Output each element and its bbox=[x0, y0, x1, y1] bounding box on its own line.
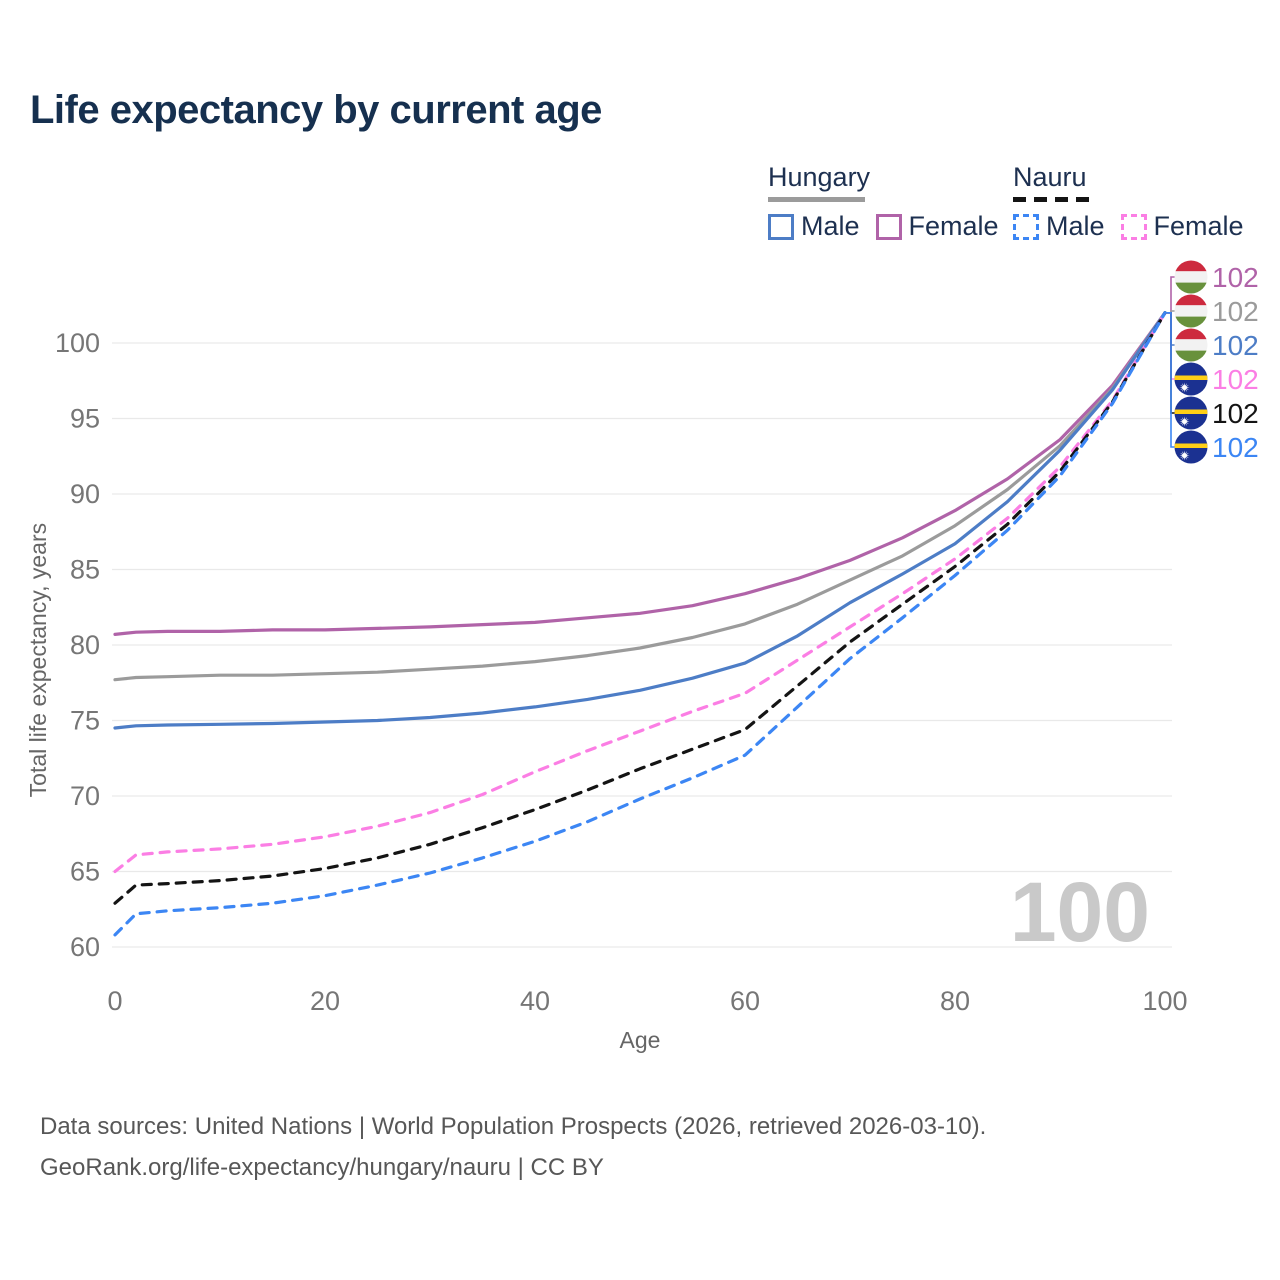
legend-item-nauru-male[interactable]: Male bbox=[1013, 211, 1105, 242]
hungary-flag-icon bbox=[1174, 260, 1208, 294]
svg-text:40: 40 bbox=[520, 986, 550, 1016]
hungary-flag-icon bbox=[1174, 328, 1208, 362]
y-axis-tick-labels: 60 65 70 75 80 85 90 95 100 bbox=[55, 328, 100, 962]
x-axis-title: Age bbox=[620, 1027, 661, 1053]
legend-item-label: Male bbox=[1046, 211, 1105, 241]
legend-item-nauru-female[interactable]: Female bbox=[1120, 211, 1244, 242]
legend-item-label: Female bbox=[1153, 211, 1244, 241]
legend-item-hungary-female[interactable]: Female bbox=[875, 211, 999, 242]
page-title: Life expectancy by current age bbox=[30, 88, 602, 132]
line-nauru-male bbox=[113, 311, 1167, 937]
nauru-flag-icon bbox=[1174, 362, 1208, 396]
line-hungary-male bbox=[113, 311, 1167, 730]
hover-age-watermark: 100 bbox=[1010, 865, 1150, 959]
line-hungary-female bbox=[113, 311, 1167, 636]
end-value-nauru-female: 102 bbox=[1212, 364, 1259, 395]
nauru-female-swatch-icon bbox=[1120, 213, 1147, 240]
hungary-flag-icon bbox=[1174, 294, 1208, 328]
series-lines bbox=[113, 311, 1167, 937]
svg-text:85: 85 bbox=[70, 555, 100, 585]
svg-text:60: 60 bbox=[70, 932, 100, 962]
nauru-flag-icon bbox=[1174, 396, 1208, 430]
end-value-nauru-both-sexes: 102 bbox=[1212, 398, 1259, 429]
line-hungary-both-sexes bbox=[113, 311, 1167, 682]
legend-underline-solid bbox=[768, 197, 865, 202]
svg-text:95: 95 bbox=[70, 404, 100, 434]
end-value-hungary-female: 102 bbox=[1212, 262, 1259, 293]
legend-group-hungary: Hungary Male Female bbox=[768, 162, 999, 242]
gridlines bbox=[112, 342, 1172, 948]
legend-group-nauru: Nauru Male Female bbox=[1013, 162, 1244, 242]
legend-country-name: Nauru bbox=[1013, 162, 1087, 192]
svg-text:0: 0 bbox=[107, 986, 122, 1016]
svg-text:100: 100 bbox=[1142, 986, 1187, 1016]
end-value-hungary-male: 102 bbox=[1212, 330, 1259, 361]
svg-text:75: 75 bbox=[70, 706, 100, 736]
line-nauru-female bbox=[113, 311, 1167, 874]
svg-text:65: 65 bbox=[70, 857, 100, 887]
svg-text:70: 70 bbox=[70, 781, 100, 811]
legend-underline-dashed bbox=[1013, 197, 1093, 202]
hungary-male-swatch-icon bbox=[768, 213, 794, 240]
legend-item-label: Male bbox=[801, 211, 860, 241]
x-axis-tick-labels: 0 20 40 60 80 100 bbox=[107, 986, 1187, 1016]
footer-line-sources: Data sources: United Nations | World Pop… bbox=[40, 1113, 987, 1140]
end-value-nauru-male: 102 bbox=[1212, 432, 1259, 463]
svg-text:60: 60 bbox=[730, 986, 760, 1016]
line-nauru-both-sexes bbox=[113, 311, 1167, 905]
nauru-flag-icon bbox=[1174, 430, 1208, 464]
svg-text:80: 80 bbox=[70, 630, 100, 660]
svg-text:100: 100 bbox=[55, 328, 100, 358]
end-value-hungary-both-sexes: 102 bbox=[1212, 296, 1259, 327]
svg-text:90: 90 bbox=[70, 479, 100, 509]
y-axis-title: Total life expectancy, years bbox=[25, 523, 51, 797]
data-sources-footer: Data sources: United Nations | World Pop… bbox=[40, 1106, 986, 1188]
legend-item-hungary-male[interactable]: Male bbox=[768, 211, 860, 242]
svg-text:20: 20 bbox=[310, 986, 340, 1016]
life-expectancy-chart: 100 60 65 70 75 80 85 90 95 100 0 20 40 60 80 100 Age Tot… bbox=[25, 260, 1259, 1053]
end-connector bbox=[1165, 311, 1177, 448]
footer-line-attribution[interactable]: GeoRank.org/life-expectancy/hungary/naur… bbox=[40, 1154, 604, 1181]
hungary-female-swatch-icon bbox=[875, 213, 902, 240]
svg-text:80: 80 bbox=[940, 986, 970, 1016]
legend-country-name: Hungary bbox=[768, 162, 871, 192]
legend-item-label: Female bbox=[908, 211, 999, 241]
nauru-male-swatch-icon bbox=[1013, 213, 1039, 240]
